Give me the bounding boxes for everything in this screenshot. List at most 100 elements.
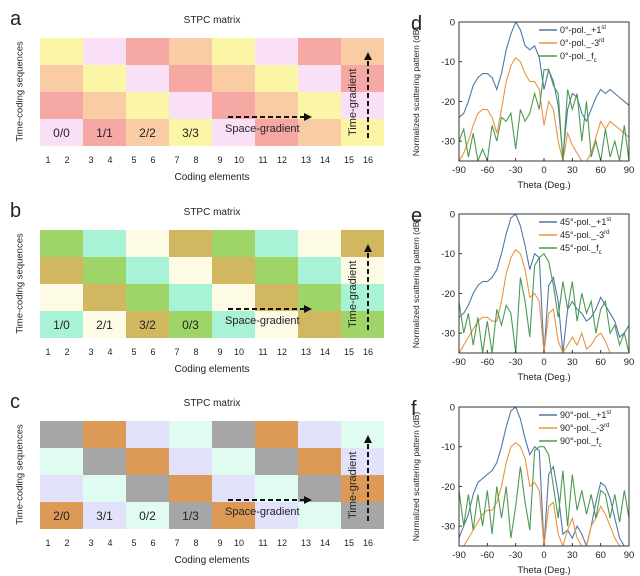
x-tick-label: -60 — [480, 550, 494, 561]
series-line-2 — [459, 248, 629, 353]
matrix-cell — [255, 119, 298, 146]
matrix-cell — [169, 38, 212, 65]
matrix-cell — [298, 502, 341, 529]
y-axis-label: Normalized scattering pattern (dB) — [411, 27, 421, 157]
cell-state-label: 3/2 — [139, 317, 156, 332]
matrix-x-axis-label: Coding elements — [174, 172, 250, 183]
y-tick-label: -30 — [441, 137, 455, 148]
matrix-cell — [298, 257, 341, 284]
y-axis-label: Normalized scattering pattern (dB) — [411, 219, 421, 349]
y-tick-label: 0 — [450, 403, 455, 414]
matrix-cell — [83, 284, 126, 311]
legend-superscript: st — [606, 410, 611, 416]
x-tick-label: 30 — [567, 550, 578, 561]
x-tick-label: 90 — [624, 550, 635, 561]
coding-element-tick: 1 — [45, 347, 51, 357]
matrix-cell — [341, 230, 384, 257]
x-tick-label: 60 — [595, 357, 606, 368]
legend-entry-2: 45°-pol._-3rd — [560, 230, 609, 240]
space-gradient-label: Space-gradient — [225, 315, 300, 327]
matrix-cell — [341, 65, 384, 92]
matrix-cell — [212, 257, 255, 284]
coding-element-tick: 3 — [88, 538, 94, 548]
matrix-cell — [298, 311, 341, 338]
x-tick-label: -90 — [452, 357, 466, 368]
panel-letter: e — [411, 205, 422, 227]
time-gradient-arrow-icon — [364, 52, 372, 138]
matrix-cell — [126, 230, 169, 257]
matrix-cell — [83, 92, 126, 119]
cell-state-label: 2/0 — [53, 508, 70, 523]
coding-element-tick: 14 — [319, 155, 330, 165]
matrix-cell — [40, 65, 83, 92]
panel-letter: c — [10, 391, 20, 413]
x-tick-label: -30 — [509, 357, 523, 368]
matrix-y-axis-label: Time-coding sequences — [14, 424, 26, 525]
time-gradient-label: Time-gradient — [347, 260, 359, 328]
series-line-2 — [459, 441, 629, 546]
series-line-3 — [459, 69, 629, 161]
y-tick-label: 0 — [450, 210, 455, 221]
matrix-cell — [83, 421, 126, 448]
matrix-cell — [341, 421, 384, 448]
coding-matrix-grid: 2/0 3/1 0/2 1/3 — [40, 421, 384, 529]
legend-entry-2: 0°-pol._-3rd — [560, 38, 604, 48]
legend-subscript: c — [599, 250, 602, 256]
coding-element-tick: 16 — [362, 155, 373, 165]
matrix-cell — [83, 65, 126, 92]
coding-element-tick: 1 — [45, 538, 51, 548]
space-gradient-arrow-icon — [228, 305, 312, 313]
coding-element-tick: 10 — [233, 538, 244, 548]
matrix-cell — [341, 92, 384, 119]
matrix-y-axis-label: Time-coding sequences — [14, 41, 26, 142]
y-tick-label: -10 — [441, 57, 455, 68]
legend-entry-2: 90°-pol._-3rd — [560, 423, 609, 433]
matrix-cell — [126, 65, 169, 92]
x-tick-label: 60 — [595, 165, 606, 176]
coding-element-ticks: 1 2 3 4 5 6 7 8 9 10 11 12 13 14 15 16 — [40, 155, 384, 167]
coding-element-tick: 13 — [300, 155, 311, 165]
matrix-cell — [169, 92, 212, 119]
legend-subscript: c — [594, 58, 597, 64]
matrix-cell — [212, 92, 255, 119]
coding-element-tick: 9 — [217, 347, 223, 357]
y-tick-label: -10 — [441, 442, 455, 453]
matrix-cell — [169, 65, 212, 92]
coding-element-tick: 2 — [64, 347, 70, 357]
legend-label: 90°-pol._+1 — [560, 410, 606, 420]
cell-state-label: 0/2 — [139, 508, 156, 523]
matrix-cell — [83, 38, 126, 65]
matrix-cell — [255, 65, 298, 92]
coding-element-tick: 1 — [45, 155, 51, 165]
matrix-y-axis-label: Time-coding sequences — [14, 233, 26, 334]
matrix-panel-a: a STPC matrix Time-coding sequences 0/0 1/1 2… — [0, 0, 400, 190]
space-gradient-arrow-icon — [228, 113, 312, 121]
coding-element-tick: 6 — [150, 347, 156, 357]
matrix-cell — [341, 448, 384, 475]
matrix-cell — [341, 311, 384, 338]
time-gradient-arrow-icon — [364, 244, 372, 330]
matrix-cell — [212, 475, 255, 502]
matrix-cell — [169, 448, 212, 475]
matrix-cell — [298, 448, 341, 475]
matrix-cell — [40, 284, 83, 311]
x-axis-label: Theta (Deg.) — [517, 180, 570, 190]
legend-entry-1: 45°-pol._+1st — [560, 217, 611, 227]
coding-element-tick: 7 — [174, 347, 180, 357]
cell-state-label: 2/1 — [96, 317, 113, 332]
y-tick-label: -10 — [441, 249, 455, 260]
scattering-chart-e: e -90 -60 -30 0 30 60 90 0 -10 -20 -30 Theta (Deg.) N… — [411, 205, 634, 382]
matrix-cell — [341, 502, 384, 529]
legend-entry-1: 0°-pol._+1st — [560, 25, 606, 35]
matrix-cell — [169, 475, 212, 502]
matrix-cell — [126, 421, 169, 448]
matrix-cell: 0/3 — [169, 311, 212, 338]
coding-element-tick: 7 — [174, 538, 180, 548]
matrix-cell — [341, 257, 384, 284]
time-gradient-label: Time-gradient — [347, 451, 359, 519]
matrix-cell: 1/1 — [83, 119, 126, 146]
matrix-cell — [341, 119, 384, 146]
coding-element-tick: 5 — [131, 155, 137, 165]
legend-label: 90°-pol._-3 — [560, 423, 604, 433]
coding-element-tick: 7 — [174, 155, 180, 165]
